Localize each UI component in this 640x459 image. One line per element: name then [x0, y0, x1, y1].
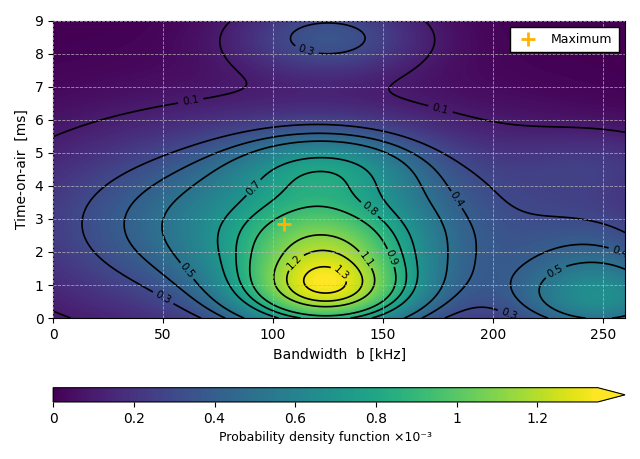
Text: 0.1: 0.1: [431, 102, 450, 116]
Text: 0.5: 0.5: [545, 263, 564, 280]
Text: 0.9: 0.9: [383, 248, 399, 267]
X-axis label: Bandwidth  b [kHz]: Bandwidth b [kHz]: [273, 347, 406, 361]
Text: 0.8: 0.8: [360, 200, 379, 218]
Y-axis label: Time-on-air  [ms]: Time-on-air [ms]: [15, 109, 29, 229]
Text: 1.3: 1.3: [332, 263, 351, 282]
Text: 0.1: 0.1: [182, 95, 200, 107]
Legend: Maximum: Maximum: [509, 27, 619, 52]
Text: 0.3: 0.3: [297, 44, 316, 58]
Text: 1.1: 1.1: [357, 250, 375, 269]
Text: 0.7: 0.7: [244, 178, 262, 197]
Text: 0.3: 0.3: [500, 307, 519, 322]
X-axis label: Probability density function ×10⁻³: Probability density function ×10⁻³: [219, 431, 432, 444]
PathPatch shape: [598, 388, 625, 402]
Text: 0.4: 0.4: [448, 190, 465, 209]
Text: 0.3: 0.3: [154, 290, 173, 306]
Text: 1.2: 1.2: [285, 253, 305, 272]
Text: 0.5: 0.5: [178, 262, 196, 280]
Text: 0.4: 0.4: [611, 244, 630, 259]
